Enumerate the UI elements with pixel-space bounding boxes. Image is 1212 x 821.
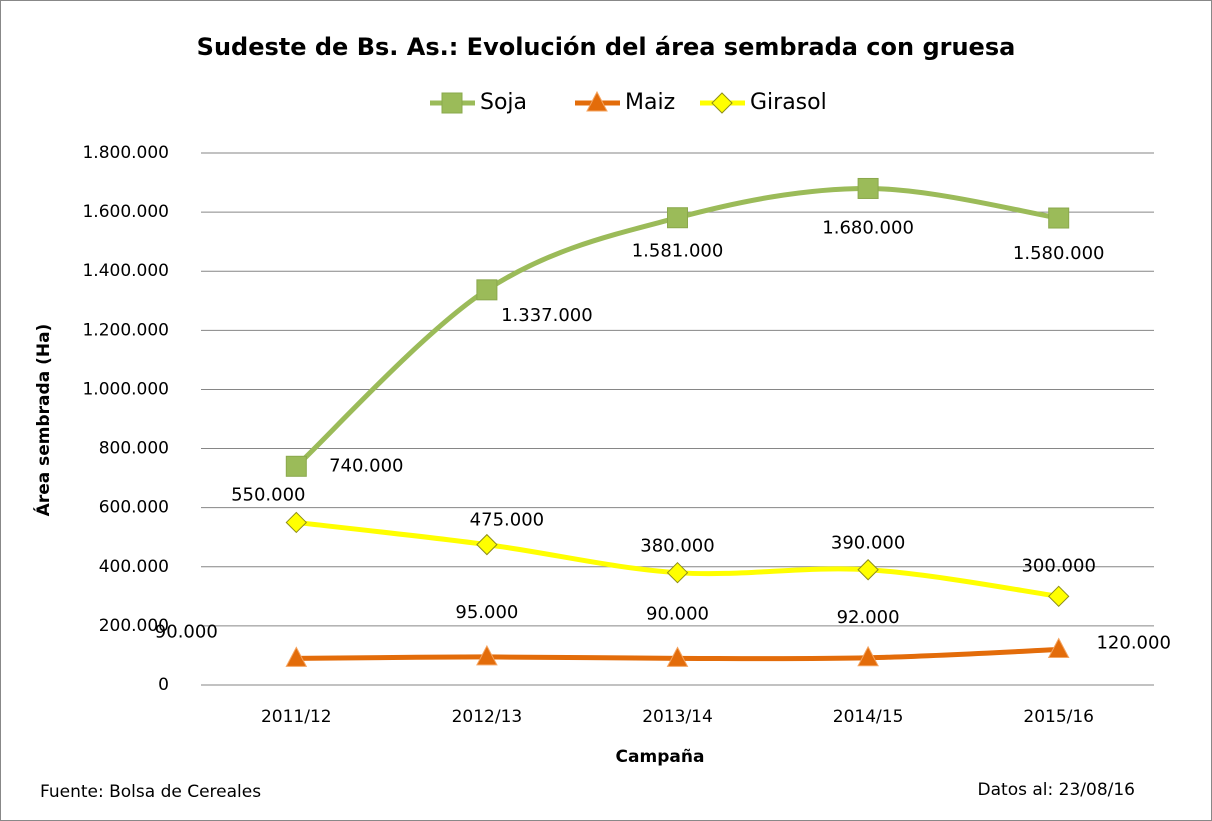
x-tick-label: 2012/13 — [452, 707, 523, 727]
marker — [476, 644, 498, 666]
y-tick-label: 800.000 — [99, 439, 169, 459]
marker — [1047, 585, 1070, 608]
marker — [586, 90, 608, 112]
chart-title: Sudeste de Bs. As.: Evolución del área s… — [197, 33, 1016, 61]
x-tick-label: 2013/14 — [642, 707, 713, 727]
source-note: Fuente: Bolsa de Cereales — [40, 782, 261, 802]
marker — [667, 207, 688, 229]
series-line — [294, 185, 1060, 469]
legend-label: Girasol — [750, 90, 827, 115]
data-label: 300.000 — [1021, 555, 1095, 576]
marker — [1048, 207, 1070, 229]
marker — [857, 559, 879, 581]
marker — [285, 455, 307, 477]
x-tick-label: 2015/16 — [1023, 707, 1094, 727]
y-tick-label: 1.200.000 — [82, 320, 169, 340]
y-tick-label: 1.800.000 — [82, 143, 169, 163]
data-label: 120.000 — [1096, 633, 1170, 654]
y-tick-label: 200.000 — [99, 616, 169, 636]
y-tick-label: 1.000.000 — [82, 379, 169, 399]
y-tick-label: 400.000 — [99, 557, 169, 577]
marker — [857, 177, 879, 199]
data-label: 90.000 — [646, 603, 709, 624]
data-label: 740.000 — [329, 455, 403, 476]
x-tick-label: 2011/12 — [261, 707, 332, 727]
marker — [666, 646, 689, 667]
marker — [476, 533, 498, 556]
data-label: 380.000 — [640, 536, 714, 557]
y-tick-label: 1.600.000 — [82, 202, 169, 222]
data-label: 1.337.000 — [501, 305, 593, 326]
y-tick-label: 600.000 — [99, 498, 169, 518]
x-tick-label: 2014/15 — [833, 707, 904, 727]
marker — [285, 646, 308, 667]
y-tick-label: 1.400.000 — [82, 261, 169, 281]
marker — [1047, 637, 1070, 659]
data-label: 95.000 — [455, 602, 518, 623]
data-label: 1.680.000 — [822, 217, 914, 238]
marker — [711, 92, 733, 114]
marker — [476, 279, 498, 301]
marker — [285, 511, 308, 534]
marker — [666, 561, 689, 584]
data-label: 92.000 — [837, 607, 900, 628]
data-label: 1.580.000 — [1013, 243, 1105, 264]
y-axis-title: Área sembrada (Ha) — [32, 324, 54, 517]
y-tick-label: 0 — [158, 675, 169, 695]
data-label: 475.000 — [470, 510, 544, 531]
data-label: 1.581.000 — [632, 241, 724, 262]
marker — [441, 92, 463, 114]
legend-label: Maiz — [625, 90, 675, 115]
data-label: 550.000 — [231, 484, 305, 505]
date-note: Datos al: 23/08/16 — [978, 780, 1135, 800]
marker — [857, 645, 879, 667]
data-label: 390.000 — [831, 533, 905, 554]
data-label: 90.000 — [155, 621, 218, 642]
legend-label: Soja — [480, 90, 527, 115]
x-axis-title: Campaña — [616, 747, 705, 767]
